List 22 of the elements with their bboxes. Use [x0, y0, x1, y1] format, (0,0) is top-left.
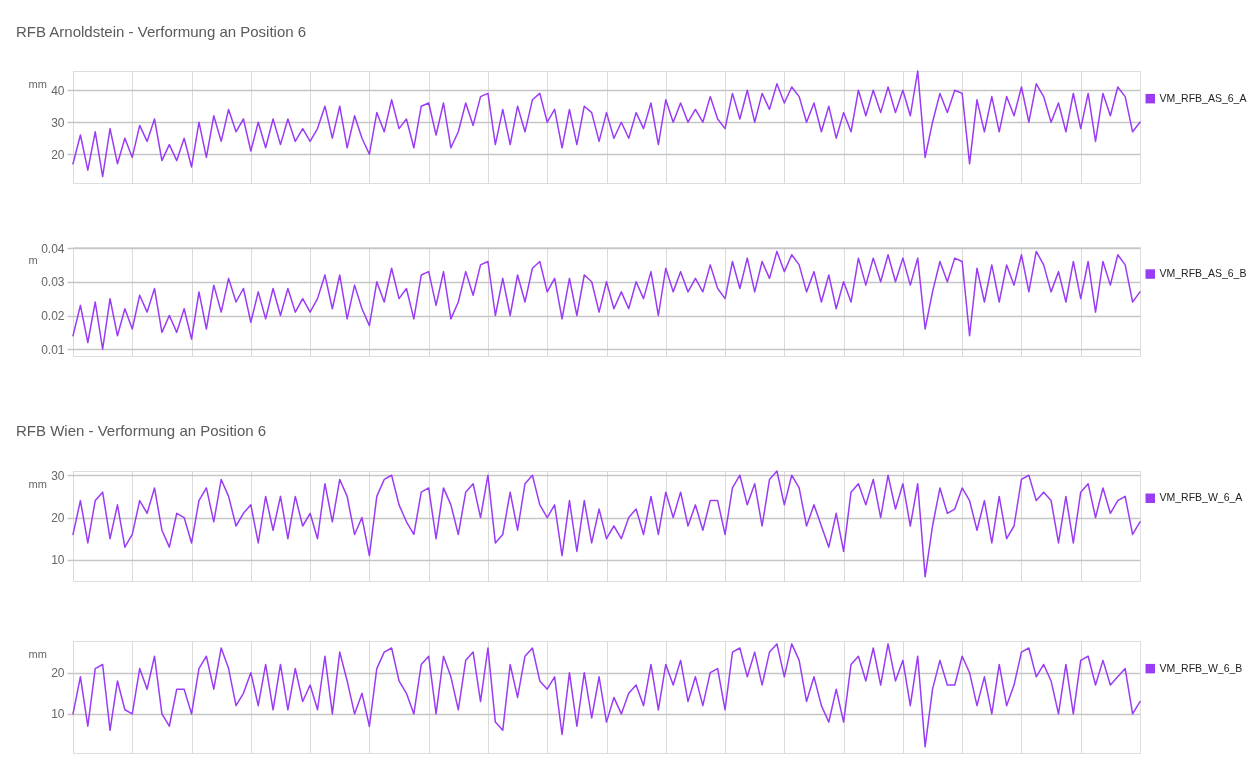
y-tick-label: 10: [51, 553, 65, 568]
y-tick-label: 0.03: [41, 275, 65, 290]
y-tick-label: 20: [51, 666, 65, 681]
y-tick-label: 30: [51, 115, 65, 130]
y-tick-label: 30: [51, 468, 65, 483]
y-tick-label: 0.02: [41, 309, 65, 323]
chart-title: RFB Wien - Verformung an Position 6: [16, 422, 267, 440]
y-axis-title: mm: [28, 647, 47, 660]
legend-label: VM_RFB_W_6_B: [1159, 661, 1243, 674]
y-tick-label: 0.04: [41, 241, 65, 256]
y-tick-label: 20: [51, 511, 65, 526]
y-tick-label: 10: [51, 707, 65, 722]
legend-label: VM_RFB_AS_6_A: [1159, 91, 1247, 104]
y-tick-label: 40: [51, 83, 65, 98]
y-axis-title: m: [28, 253, 38, 266]
y-axis-title: mm: [28, 77, 47, 90]
legend-label: VM_RFB_AS_6_B: [1159, 267, 1247, 280]
legend-label: VM_RFB_W_6_A: [1159, 491, 1243, 504]
chart-title: RFB Arnoldstein - Verformung an Position 6: [16, 23, 307, 41]
y-tick-label: 0.01: [41, 342, 65, 357]
y-axis-title: mm: [28, 477, 47, 490]
y-tick-label: 20: [51, 147, 65, 162]
